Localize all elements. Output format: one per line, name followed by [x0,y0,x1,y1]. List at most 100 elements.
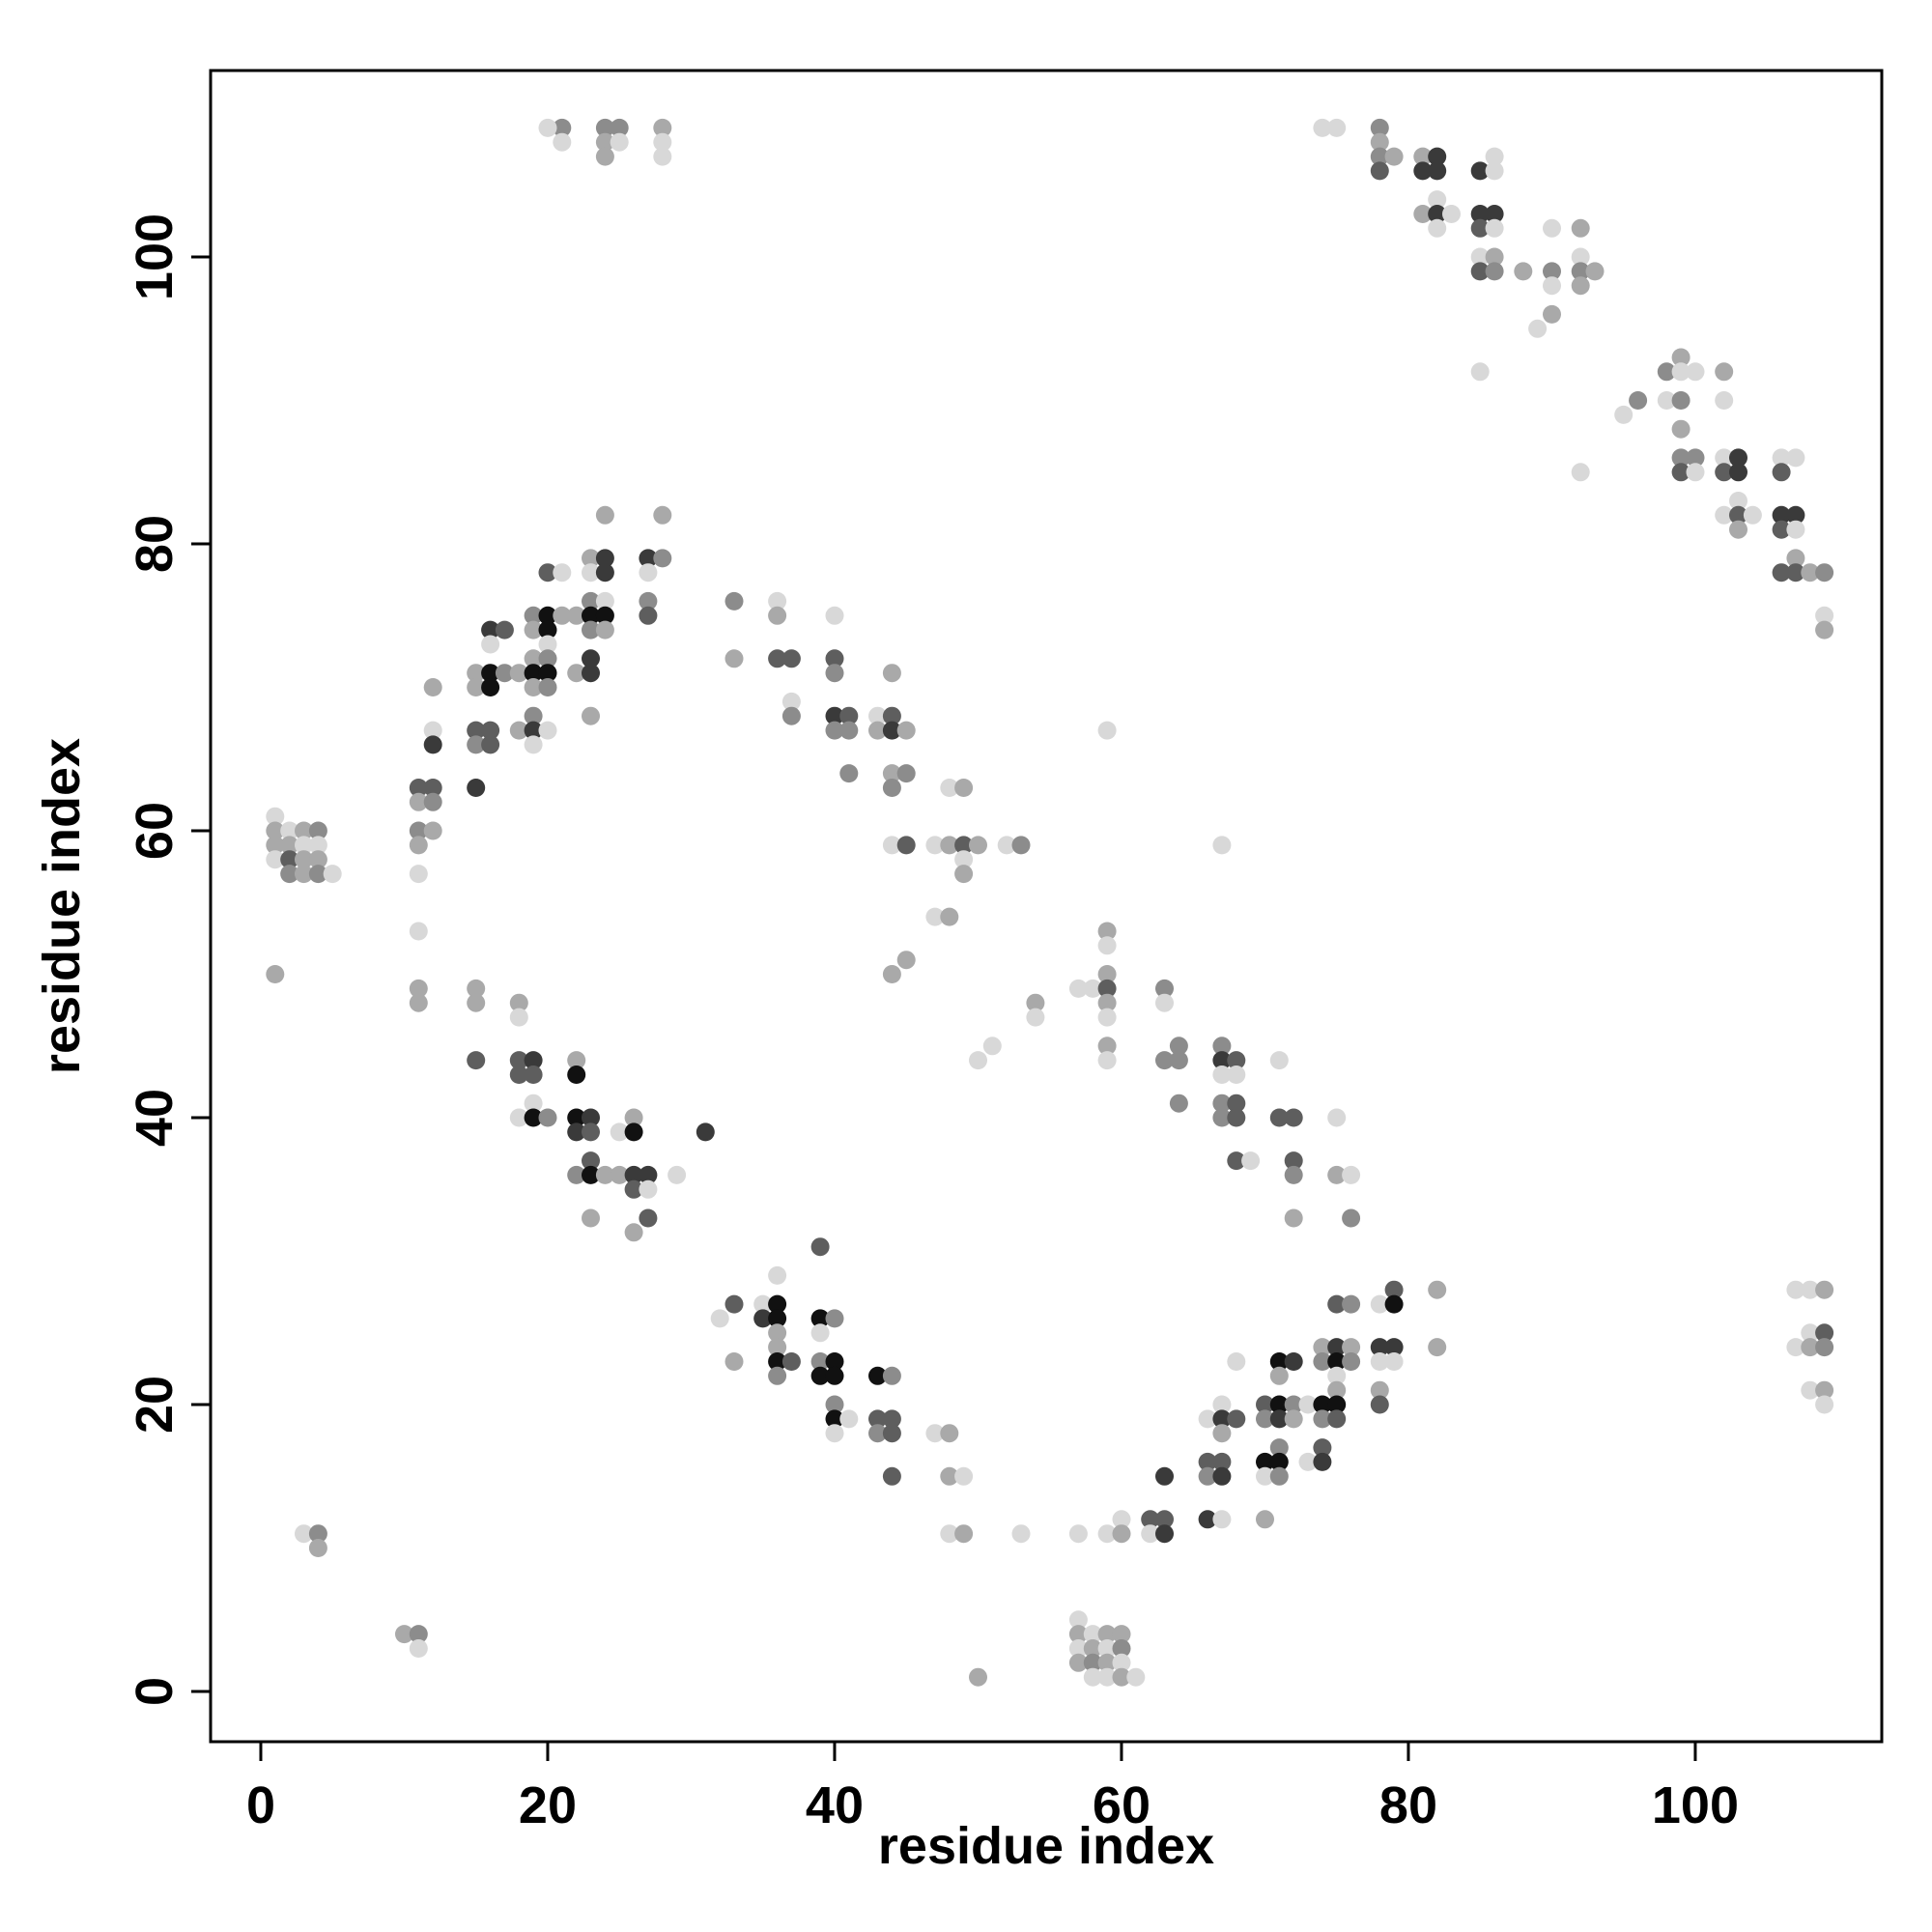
y-tick-label: 60 [126,802,184,860]
data-point [595,549,614,568]
data-point [1772,520,1791,539]
data-point [1801,1280,1820,1299]
data-point [1370,1294,1389,1314]
y-tick-label: 40 [126,1089,184,1147]
data-point [825,1395,844,1414]
data-point [1083,1653,1102,1672]
data-point [1256,1395,1274,1414]
data-point [582,1208,600,1228]
data-point [810,1366,830,1385]
data-point [781,649,801,668]
data-point [925,1424,945,1443]
data-point [1815,620,1834,639]
data-point [582,591,600,611]
data-point [724,1294,744,1314]
x-tick-label: 80 [1379,1776,1437,1834]
data-point [567,606,586,625]
data-point [1772,448,1791,468]
data-point [1370,132,1389,152]
data-point [395,1625,413,1644]
data-point [1327,1108,1347,1127]
data-point [1571,276,1590,296]
data-point [582,1151,600,1171]
data-point [1011,836,1031,855]
data-point [409,922,428,941]
data-point [538,721,557,740]
data-point [1256,1452,1274,1471]
data-point [882,1466,901,1486]
data-point [1284,1108,1303,1127]
data-point [524,706,543,725]
data-point [896,764,916,783]
data-point [1686,463,1705,482]
data-point [1342,1208,1361,1228]
data-point [308,850,327,869]
data-point [810,1323,830,1343]
data-point [1470,161,1490,181]
data-point [1155,1510,1174,1529]
data-point [639,1179,658,1199]
data-point [753,1309,773,1328]
data-point [1284,1165,1303,1184]
data-point [940,779,959,797]
data-point [1141,1510,1160,1529]
data-point [768,591,787,611]
data-point [825,1309,844,1328]
data-point [1370,118,1389,137]
data-point [1715,362,1734,382]
plot-frame [209,69,1884,1744]
data-point [467,993,486,1012]
data-point [582,1122,600,1142]
data-point [1212,1409,1232,1429]
data-point [1112,1524,1131,1544]
data-point [308,821,327,840]
data-point [538,664,557,683]
data-point [295,836,313,855]
data-point [969,836,987,855]
data-point [1112,1625,1131,1644]
data-point [524,1051,543,1070]
data-point [1815,563,1834,582]
data-point [882,1424,901,1443]
data-point [1212,1424,1232,1443]
data-point [1514,262,1533,281]
data-point [553,606,572,625]
data-point [1256,1510,1274,1529]
data-point [538,118,557,137]
data-point [467,664,486,683]
data-point [524,620,543,639]
x-tick-label: 60 [1093,1776,1151,1834]
data-point [1241,1151,1261,1171]
data-point [1083,1625,1102,1644]
data-point [1327,1352,1347,1371]
data-point [1327,1294,1347,1314]
data-point [1269,1051,1289,1070]
data-point [567,1108,586,1127]
data-point [1470,247,1490,267]
data-point [481,664,500,683]
data-point [896,836,916,855]
data-point [595,591,614,611]
data-point [1585,262,1605,281]
data-point [595,147,614,166]
data-point [982,1037,1002,1056]
data-point [1786,1338,1805,1357]
data-point [1384,1352,1404,1371]
data-point [409,821,428,840]
data-point [1384,1280,1404,1299]
data-point [509,1008,528,1027]
data-point [1786,448,1805,468]
data-point [1097,1008,1117,1027]
data-point [810,1352,830,1371]
data-point [308,1539,327,1557]
data-point [582,1108,600,1127]
data-point [624,1108,643,1127]
data-point [1815,1280,1834,1299]
data-point [1256,1409,1274,1429]
data-point [1543,304,1561,324]
data-point [266,807,285,826]
data-point [1313,1352,1332,1371]
data-point [524,606,543,625]
data-point [509,1051,528,1070]
data-point [868,1366,887,1385]
